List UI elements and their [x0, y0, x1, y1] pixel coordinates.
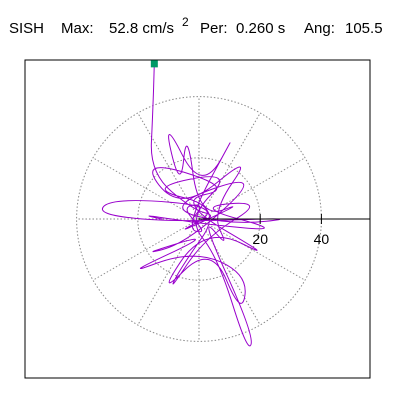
max-unit-exponent: 2	[182, 15, 189, 29]
max-label: Max:	[61, 20, 94, 37]
peak-marker	[150, 60, 158, 68]
grid-spoke-330	[198, 218, 306, 281]
station-label: SISH	[9, 20, 45, 37]
grid-spoke-60	[198, 112, 261, 220]
max-value: 52.8 cm/s	[109, 20, 175, 37]
scale-tick-label-1: 40	[314, 231, 330, 247]
angle-value: 105.5	[345, 20, 383, 37]
scale-tick-label-0: 20	[252, 231, 268, 247]
grid-spoke-30	[198, 157, 306, 220]
chart-title: SISH Max: 52.8 cm/s 2 Per: 0.260 s Ang: …	[0, 15, 400, 41]
period-label: Per:	[200, 20, 228, 37]
grid-spoke-210	[92, 218, 200, 281]
grid-spoke-120	[137, 112, 200, 220]
grid-spoke-240	[137, 218, 200, 326]
orbit-path	[102, 63, 281, 347]
grid-spoke-300	[198, 218, 261, 326]
period-value: 0.260 s	[236, 20, 286, 37]
angle-label: Ang:	[304, 20, 335, 37]
grid-spoke-150	[92, 157, 200, 220]
